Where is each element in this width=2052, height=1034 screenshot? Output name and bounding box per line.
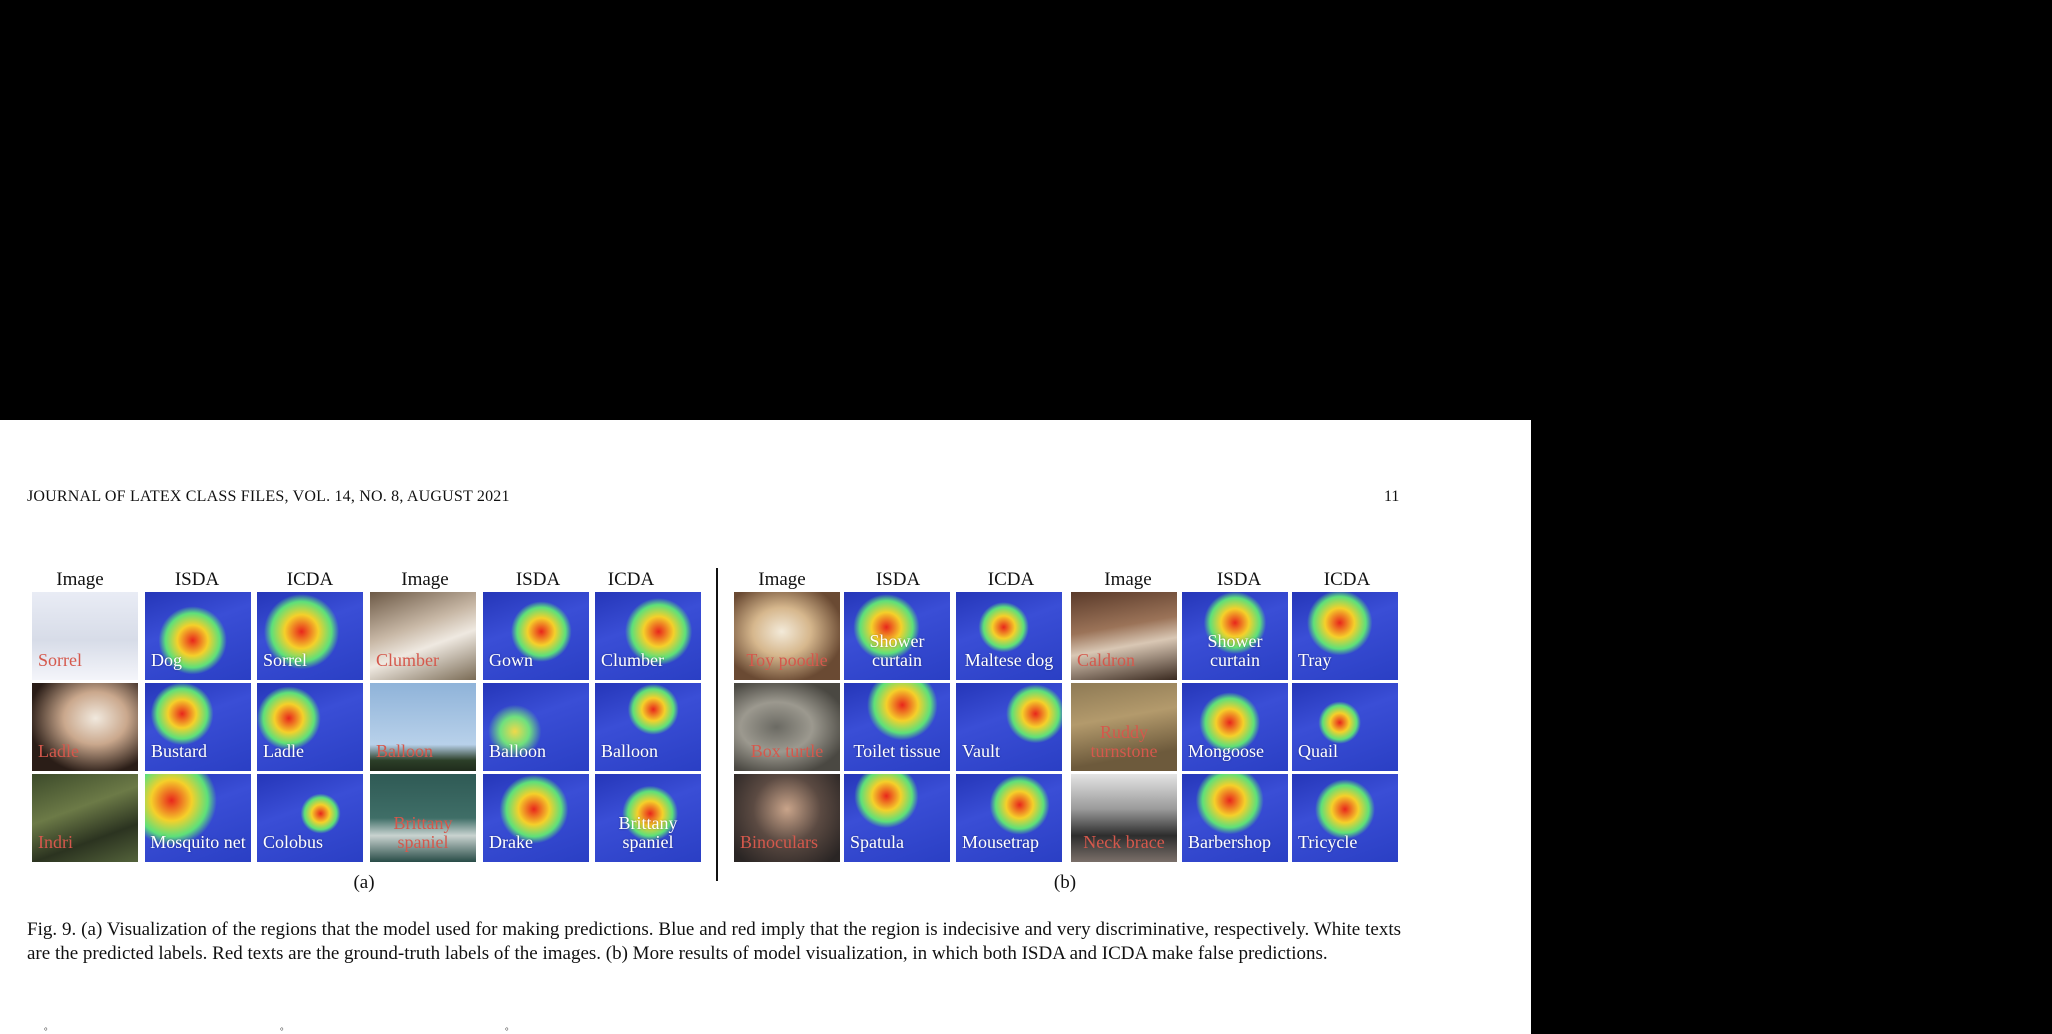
input-image-thumbnail: Sorrel [32,592,138,680]
col-header-image: Image [1104,569,1152,590]
ground-truth-label-brittany-spaniel: Brittany spaniel [393,813,453,852]
ground-truth-label-balloon: Balloon [376,741,433,761]
ground-truth-label-sorrel: Sorrel [38,650,82,670]
subcaption-b: (b) [1053,872,1077,893]
attention-heatmap: Shower curtain [844,592,950,680]
col-header-icda: ICDA [987,569,1035,590]
attention-heatmap: Sorrel [257,592,363,680]
paper-page: JOURNAL OF LATEX CLASS FILES, VOL. 14, N… [0,420,1531,1034]
input-image-thumbnail: Toy poodle [734,592,840,680]
ground-truth-label-clumber: Clumber [376,650,439,670]
col-header-icda: ICDA [286,569,334,590]
attention-heatmap: Quail [1292,683,1398,771]
ground-truth-label-binoculars: Binoculars [740,832,818,852]
page-number: 11 [1384,488,1400,505]
attention-heatmap: Barbershop [1182,774,1288,862]
col-header-image: Image [758,569,806,590]
predicted-label-quail: Quail [1298,741,1338,761]
predicted-label-mongoose: Mongoose [1188,741,1264,761]
col-header-image: Image [56,569,104,590]
predicted-label-drake: Drake [489,832,533,852]
ground-truth-label-caldron: Caldron [1077,650,1135,670]
ground-truth-label-toy-poodle: Toy poodle [746,650,828,670]
attention-heatmap: Mongoose [1182,683,1288,771]
predicted-label-brittany-spaniel: Brittany spaniel [618,813,678,852]
col-header-isda: ISDA [1216,569,1262,590]
input-image-thumbnail: Indri [32,774,138,862]
col-header-isda: ISDA [174,569,220,590]
subcaption-a: (a) [353,872,375,893]
ground-truth-label-ladle: Ladle [38,741,79,761]
attention-heatmap: Shower curtain [1182,592,1288,680]
attention-heatmap: Balloon [483,683,589,771]
attention-heatmap: Gown [483,592,589,680]
col-header-icda: ICDA [1323,569,1371,590]
input-image-thumbnail: Box turtle [734,683,840,771]
predicted-label-sorrel: Sorrel [263,650,307,670]
attention-heatmap: Tricycle [1292,774,1398,862]
predicted-label-mousetrap: Mousetrap [962,832,1039,852]
predicted-label-spatula: Spatula [850,832,904,852]
attention-heatmap: Bustard [145,683,251,771]
col-header-isda: ISDA [515,569,561,590]
predicted-label-clumber: Clumber [601,650,664,670]
ground-truth-label-ruddy-turnstone: Ruddy turnstone [1090,722,1158,761]
attention-heatmap: Tray [1292,592,1398,680]
predicted-label-balloon: Balloon [601,741,658,761]
attention-heatmap: Toilet tissue [844,683,950,771]
attention-heatmap: Mousetrap [956,774,1062,862]
col-header-icda: ICDA [607,569,655,590]
attention-heatmap: Clumber [595,592,701,680]
attention-heatmap: Mosquito net [145,774,251,862]
attention-heatmap: Dog [145,592,251,680]
ground-truth-label-box-turtle: Box turtle [750,741,824,761]
predicted-label-toilet-tissue: Toilet tissue [853,741,941,761]
input-image-thumbnail: Ladle [32,683,138,771]
predicted-label-tricycle: Tricycle [1298,832,1358,852]
input-image-thumbnail: Caldron [1071,592,1177,680]
predicted-label-bustard: Bustard [151,741,207,761]
journal-header: JOURNAL OF LATEX CLASS FILES, VOL. 14, N… [27,488,510,505]
input-image-thumbnail: Ruddy turnstone [1071,683,1177,771]
attention-heatmap: Spatula [844,774,950,862]
ground-truth-label-indri: Indri [38,832,73,852]
predicted-label-balloon: Balloon [489,741,546,761]
footer-fragment: ° [44,1026,48,1034]
attention-heatmap: Vault [956,683,1062,771]
predicted-label-dog: Dog [151,650,182,670]
panel-divider [716,568,718,881]
predicted-label-shower-curtain: Shower curtain [1207,631,1263,670]
input-image-thumbnail: Balloon [370,683,476,771]
input-image-thumbnail: Clumber [370,592,476,680]
ground-truth-label-neck-brace: Neck brace [1083,832,1165,852]
col-header-image: Image [401,569,449,590]
predicted-label-mosquito-net: Mosquito net [150,832,246,852]
predicted-label-barbershop: Barbershop [1188,832,1271,852]
input-image-thumbnail: Binoculars [734,774,840,862]
predicted-label-gown: Gown [489,650,533,670]
attention-heatmap: Colobus [257,774,363,862]
attention-heatmap: Drake [483,774,589,862]
predicted-label-ladle: Ladle [263,741,304,761]
attention-heatmap: Balloon [595,683,701,771]
figure-caption: Fig. 9. (a) Visualization of the regions… [27,919,1401,964]
attention-heatmap: Ladle [257,683,363,771]
predicted-label-shower-curtain: Shower curtain [869,631,925,670]
col-header-isda: ISDA [875,569,921,590]
attention-heatmap: Maltese dog [956,592,1062,680]
footer-fragment: ° [280,1026,284,1034]
predicted-label-vault: Vault [962,741,1000,761]
predicted-label-tray: Tray [1298,650,1332,670]
input-image-thumbnail: Brittany spaniel [370,774,476,862]
predicted-label-colobus: Colobus [263,832,324,852]
predicted-label-maltese-dog: Maltese dog [964,650,1054,670]
input-image-thumbnail: Neck brace [1071,774,1177,862]
footer-fragment: ° [505,1026,509,1034]
attention-heatmap: Brittany spaniel [595,774,701,862]
